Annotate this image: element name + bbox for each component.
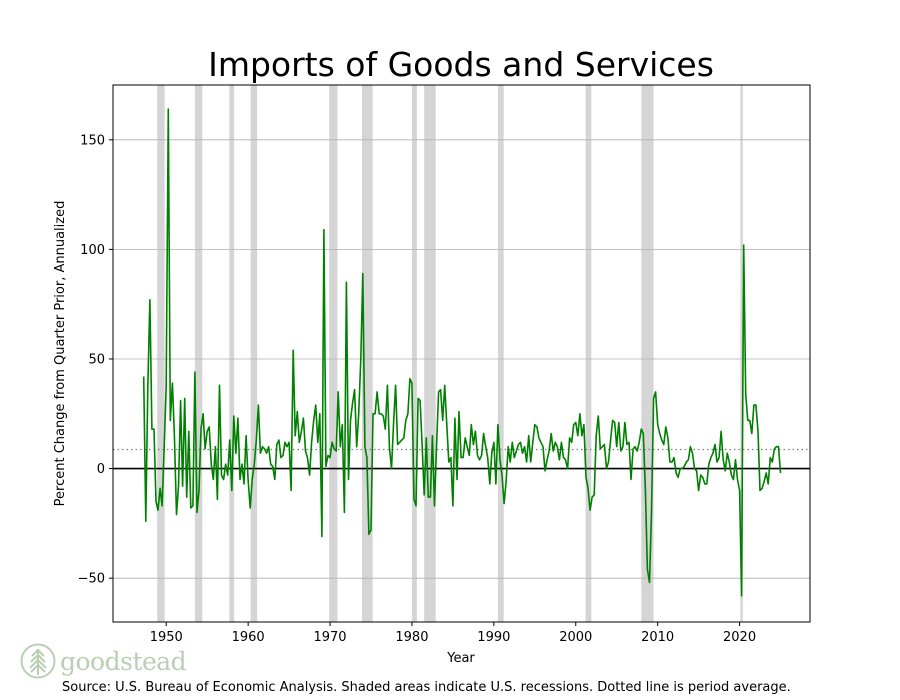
recession-band: [497, 85, 504, 622]
recession-band: [194, 85, 203, 622]
y-tick-label: −50: [78, 572, 105, 587]
recession-band: [740, 85, 743, 622]
recession-band: [250, 85, 258, 622]
recession-band: [229, 85, 235, 622]
recession-band: [411, 85, 417, 622]
plot-frame: [112, 84, 811, 623]
goodstead-logo: goodstead: [20, 642, 187, 680]
recession-band: [641, 85, 654, 622]
y-tick-label: 0: [97, 462, 105, 477]
x-axis-label: Year: [446, 651, 475, 666]
x-tick-label: 1980: [395, 630, 428, 645]
x-tick-label: 1970: [313, 630, 346, 645]
x-tick-label: 1990: [477, 630, 510, 645]
y-axis-label: Percent Change from Quarter Prior, Annua…: [53, 201, 68, 507]
x-tick-label: 1960: [232, 630, 265, 645]
source-note: Source: U.S. Bureau of Economic Analysis…: [62, 680, 791, 695]
y-tick-label: 50: [88, 352, 105, 367]
recession-band: [585, 85, 592, 622]
recession-band: [361, 85, 373, 622]
recession-band: [424, 85, 436, 622]
logo-text: goodstead: [60, 646, 187, 676]
tree-icon: [20, 643, 56, 679]
x-tick-label: 2020: [723, 630, 756, 645]
recession-band: [329, 85, 338, 622]
y-tick-label: 150: [80, 133, 105, 148]
x-tick-label: 1950: [150, 630, 183, 645]
recession-band: [157, 85, 165, 622]
x-tick-label: 2010: [641, 630, 674, 645]
x-tick-label: 2000: [559, 630, 592, 645]
y-tick-label: 100: [80, 243, 105, 258]
series-line: [142, 108, 782, 597]
chart-title: Imports of Goods and Services: [208, 45, 714, 84]
